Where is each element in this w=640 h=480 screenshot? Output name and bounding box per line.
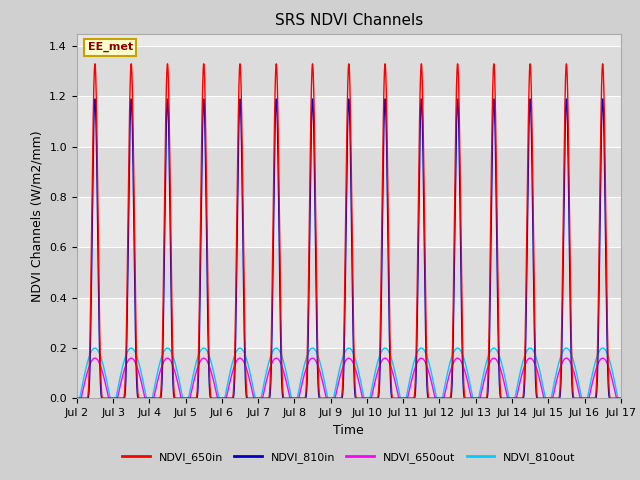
NDVI_650out: [73, 396, 81, 401]
NDVI_810out: [501, 375, 509, 381]
NDVI_810out: [615, 396, 623, 401]
NDVI_810out: [91, 345, 99, 351]
NDVI_810in: [424, 394, 431, 400]
Bar: [77, 348, 621, 398]
NDVI_650out: [276, 360, 284, 366]
NDVI_810in: [189, 396, 197, 401]
NDVI_650out: [91, 355, 99, 361]
NDVI_650in: [615, 396, 623, 401]
Bar: [77, 46, 621, 96]
Text: EE_met: EE_met: [88, 42, 133, 52]
Bar: [77, 298, 621, 348]
NDVI_650out: [184, 396, 191, 401]
NDVI_650in: [189, 396, 197, 401]
NDVI_810in: [91, 96, 99, 102]
NDVI_810out: [617, 396, 625, 401]
NDVI_810in: [276, 328, 284, 334]
NDVI_650out: [617, 396, 625, 401]
Line: NDVI_810out: NDVI_810out: [77, 348, 621, 398]
NDVI_650in: [184, 396, 191, 401]
Bar: [77, 147, 621, 197]
NDVI_650out: [424, 366, 431, 372]
NDVI_810in: [501, 396, 509, 401]
NDVI_650out: [501, 384, 509, 390]
Bar: [77, 96, 621, 147]
NDVI_810in: [184, 396, 191, 401]
NDVI_810out: [184, 396, 191, 401]
Bar: [77, 248, 621, 298]
NDVI_650out: [615, 396, 623, 401]
NDVI_650in: [73, 396, 81, 401]
X-axis label: Time: Time: [333, 424, 364, 437]
NDVI_810out: [189, 372, 197, 378]
NDVI_810in: [617, 396, 625, 401]
Line: NDVI_650out: NDVI_650out: [77, 358, 621, 398]
Legend: NDVI_650in, NDVI_810in, NDVI_650out, NDVI_810out: NDVI_650in, NDVI_810in, NDVI_650out, NDV…: [118, 448, 580, 468]
Bar: [77, 197, 621, 248]
NDVI_650in: [617, 396, 625, 401]
NDVI_810out: [73, 396, 81, 401]
NDVI_810out: [276, 350, 284, 356]
NDVI_650in: [501, 396, 509, 401]
Line: NDVI_810in: NDVI_810in: [77, 99, 621, 398]
Line: NDVI_650in: NDVI_650in: [77, 64, 621, 398]
NDVI_810out: [424, 356, 431, 362]
NDVI_650in: [424, 388, 431, 394]
Bar: [77, 34, 621, 46]
NDVI_650in: [91, 61, 99, 67]
Title: SRS NDVI Channels: SRS NDVI Channels: [275, 13, 423, 28]
NDVI_810in: [73, 396, 81, 401]
NDVI_650out: [189, 381, 197, 386]
NDVI_810in: [615, 396, 623, 401]
NDVI_650in: [276, 294, 284, 300]
Y-axis label: NDVI Channels (W/m2/mm): NDVI Channels (W/m2/mm): [31, 130, 44, 302]
